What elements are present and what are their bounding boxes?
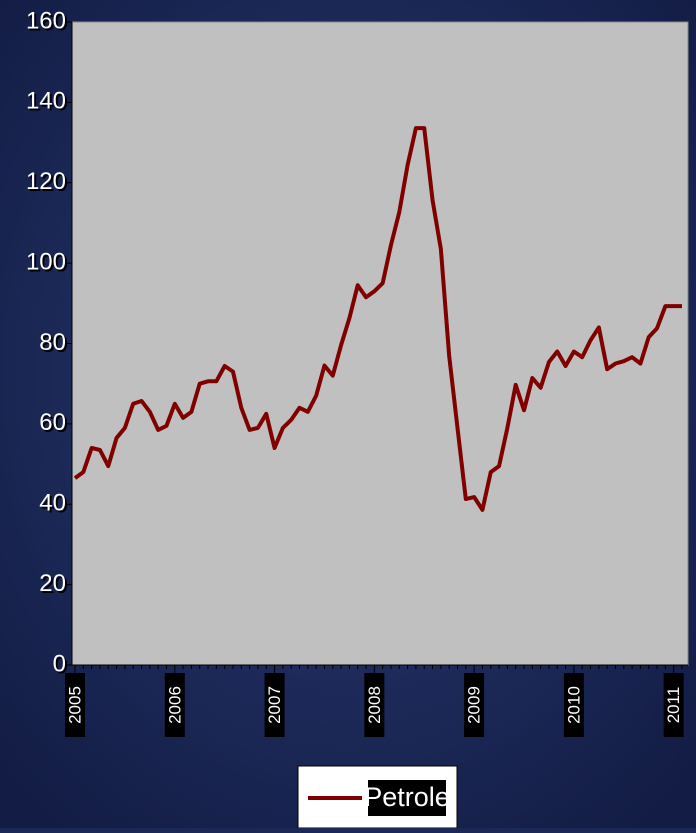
x-tick-label: 2010 <box>564 686 583 724</box>
x-tick-label: 2007 <box>265 686 284 724</box>
x-tick-label-group: 2009 <box>464 673 485 737</box>
y-tick-label: 80 <box>39 329 66 356</box>
x-tick-label-bg <box>563 673 584 737</box>
legend: Petrole <box>297 765 458 829</box>
x-tick-label-bg <box>264 673 285 737</box>
y-tick-label: 140 <box>26 88 66 115</box>
x-tick-label-bg <box>663 673 684 737</box>
legend-label-bg <box>368 780 446 816</box>
y-tick-label: 60 <box>39 409 66 436</box>
x-tick-label-bg <box>364 673 385 737</box>
x-tick-label: 2006 <box>165 686 184 724</box>
x-tick-label-group: 2008 <box>364 673 385 737</box>
x-tick-label-bg <box>65 673 85 737</box>
x-tick-label: 2011 <box>664 687 683 724</box>
x-tick-label: 2009 <box>465 686 484 724</box>
legend-label: Petrole <box>364 782 450 812</box>
x-tick-label-bg <box>464 673 485 737</box>
x-tick-label-group: 2007 <box>264 673 285 737</box>
x-tick-label-group: 2006 <box>164 673 185 737</box>
x-tick-label-group: 2010 <box>563 673 584 737</box>
y-tick-label: 160 <box>26 7 66 34</box>
y-tick-label: 20 <box>39 570 66 597</box>
series-line <box>73 126 682 512</box>
y-tick-label: 100 <box>26 248 66 275</box>
y-tick-label: 0 <box>53 650 66 677</box>
x-tick-label: 2008 <box>365 686 384 724</box>
plot-area <box>71 21 689 666</box>
y-tick-label: 40 <box>39 490 66 517</box>
x-tick-label: 2005 <box>65 686 84 724</box>
x-tick-label-group: 2005 <box>65 673 85 737</box>
x-tick-label-bg <box>164 673 185 737</box>
y-tick-label: 120 <box>26 168 66 195</box>
x-tick-label-group: 2011 <box>663 673 684 737</box>
